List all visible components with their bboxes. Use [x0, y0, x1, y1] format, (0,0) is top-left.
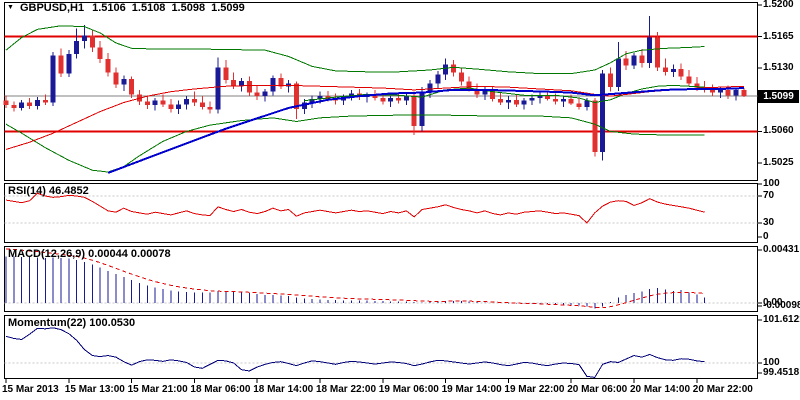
- quote-high: 1.5108: [131, 1, 166, 14]
- time-axis-label: 15 Mar 2013: [2, 384, 59, 395]
- price-axis-label: 1.5130: [763, 62, 794, 74]
- price-axis-label: 1.5060: [763, 125, 794, 137]
- rsi-axis-label: 70: [763, 190, 775, 201]
- time-axis-label: 19 Mar 06:00: [378, 384, 439, 395]
- macd-axis-label: 0.00: [763, 297, 783, 308]
- price-axis-label: 1.5165: [763, 30, 794, 42]
- time-axis-label: 20 Mar 06:00: [567, 384, 628, 395]
- symbol-label: GBPUSD,H1: [19, 1, 85, 14]
- time-axis-label: 19 Mar 22:00: [504, 384, 565, 395]
- macd-axis-label: 0.00431: [763, 243, 800, 255]
- rsi-axis-label: 30: [763, 217, 775, 228]
- symbol-dropdown-arrow-icon[interactable]: ▼: [7, 4, 14, 11]
- macd-axis-label: -0.00098: [763, 300, 800, 311]
- time-axis-label: 18 Mar 22:00: [316, 384, 377, 395]
- time-axis-label: 15 Mar 13:00: [64, 384, 125, 395]
- rsi-axis-label: 100: [763, 178, 780, 189]
- price-axis-label: 1.5200: [763, 0, 794, 10]
- time-axis-label: 20 Mar 14:00: [630, 384, 691, 395]
- rsi-indicator-label: RSI(14) 46.4852: [8, 185, 89, 197]
- time-axis-label: 19 Mar 14:00: [441, 384, 502, 395]
- time-axis-label: 20 Mar 22:00: [692, 384, 753, 395]
- quote-open: 1.5106: [92, 1, 126, 14]
- quote-low: 1.5098: [171, 1, 206, 14]
- momentum-indicator-label: Momentum(22) 100.0530: [8, 317, 136, 329]
- current-price-tag: 1.5099: [758, 89, 799, 103]
- chart-header: ▼ GBPUSD,H1 1.5106 1.5108 1.5098 1.5099: [7, 1, 245, 14]
- time-axis-label: 18 Mar 06:00: [190, 384, 251, 395]
- macd-indicator-label: MACD(12,26,9) 0.00044 0.00078: [8, 248, 171, 260]
- price-axis-label: 1.5025: [763, 156, 794, 168]
- rsi-axis-label: 0: [763, 231, 769, 242]
- time-axis-label: 18 Mar 14:00: [253, 384, 314, 395]
- momentum-axis-label: 100: [763, 357, 780, 368]
- momentum-axis-label: 99.4518: [763, 367, 800, 378]
- time-axis-label: 15 Mar 21:00: [127, 384, 188, 395]
- quote-close: 1.5099: [211, 1, 245, 14]
